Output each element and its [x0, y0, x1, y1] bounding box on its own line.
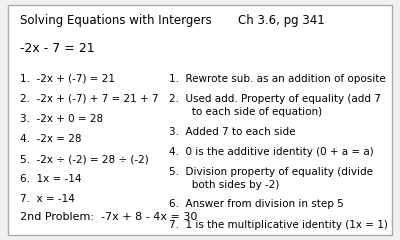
Text: Solving Equations with Intergers: Solving Equations with Intergers: [20, 14, 211, 27]
Text: 3.  Added 7 to each side: 3. Added 7 to each side: [169, 127, 296, 137]
Text: -2x - 7 = 21: -2x - 7 = 21: [20, 42, 94, 55]
Text: 3.  -2x + 0 = 28: 3. -2x + 0 = 28: [20, 114, 103, 124]
Text: 1.  Rewrote sub. as an addition of oposite: 1. Rewrote sub. as an addition of oposit…: [169, 74, 386, 84]
FancyBboxPatch shape: [8, 5, 392, 235]
Text: 5.  Division property of equality (divide
       both sides by -2): 5. Division property of equality (divide…: [169, 167, 373, 190]
Text: 7.  x = -14: 7. x = -14: [20, 194, 74, 204]
Text: 6.  1x = -14: 6. 1x = -14: [20, 174, 81, 184]
Text: Ch 3.6, pg 341: Ch 3.6, pg 341: [238, 14, 325, 27]
Text: 5.  -2x ÷ (-2) = 28 ÷ (-2): 5. -2x ÷ (-2) = 28 ÷ (-2): [20, 154, 148, 164]
Text: 2nd Problem:  -7x + 8 - 4x = 30: 2nd Problem: -7x + 8 - 4x = 30: [20, 212, 197, 222]
Text: 2.  Used add. Property of equality (add 7
       to each side of equation): 2. Used add. Property of equality (add 7…: [169, 94, 381, 117]
Text: 6.  Answer from division in step 5: 6. Answer from division in step 5: [169, 199, 344, 210]
Text: 4.  0 is the additive identity (0 + a = a): 4. 0 is the additive identity (0 + a = a…: [169, 147, 374, 157]
Text: 2.  -2x + (-7) + 7 = 21 + 7: 2. -2x + (-7) + 7 = 21 + 7: [20, 94, 158, 104]
Text: 4.  -2x = 28: 4. -2x = 28: [20, 134, 81, 144]
Text: 1.  -2x + (-7) = 21: 1. -2x + (-7) = 21: [20, 74, 114, 84]
Text: 7.  1 is the multiplicative identity (1x = 1): 7. 1 is the multiplicative identity (1x …: [169, 220, 388, 229]
